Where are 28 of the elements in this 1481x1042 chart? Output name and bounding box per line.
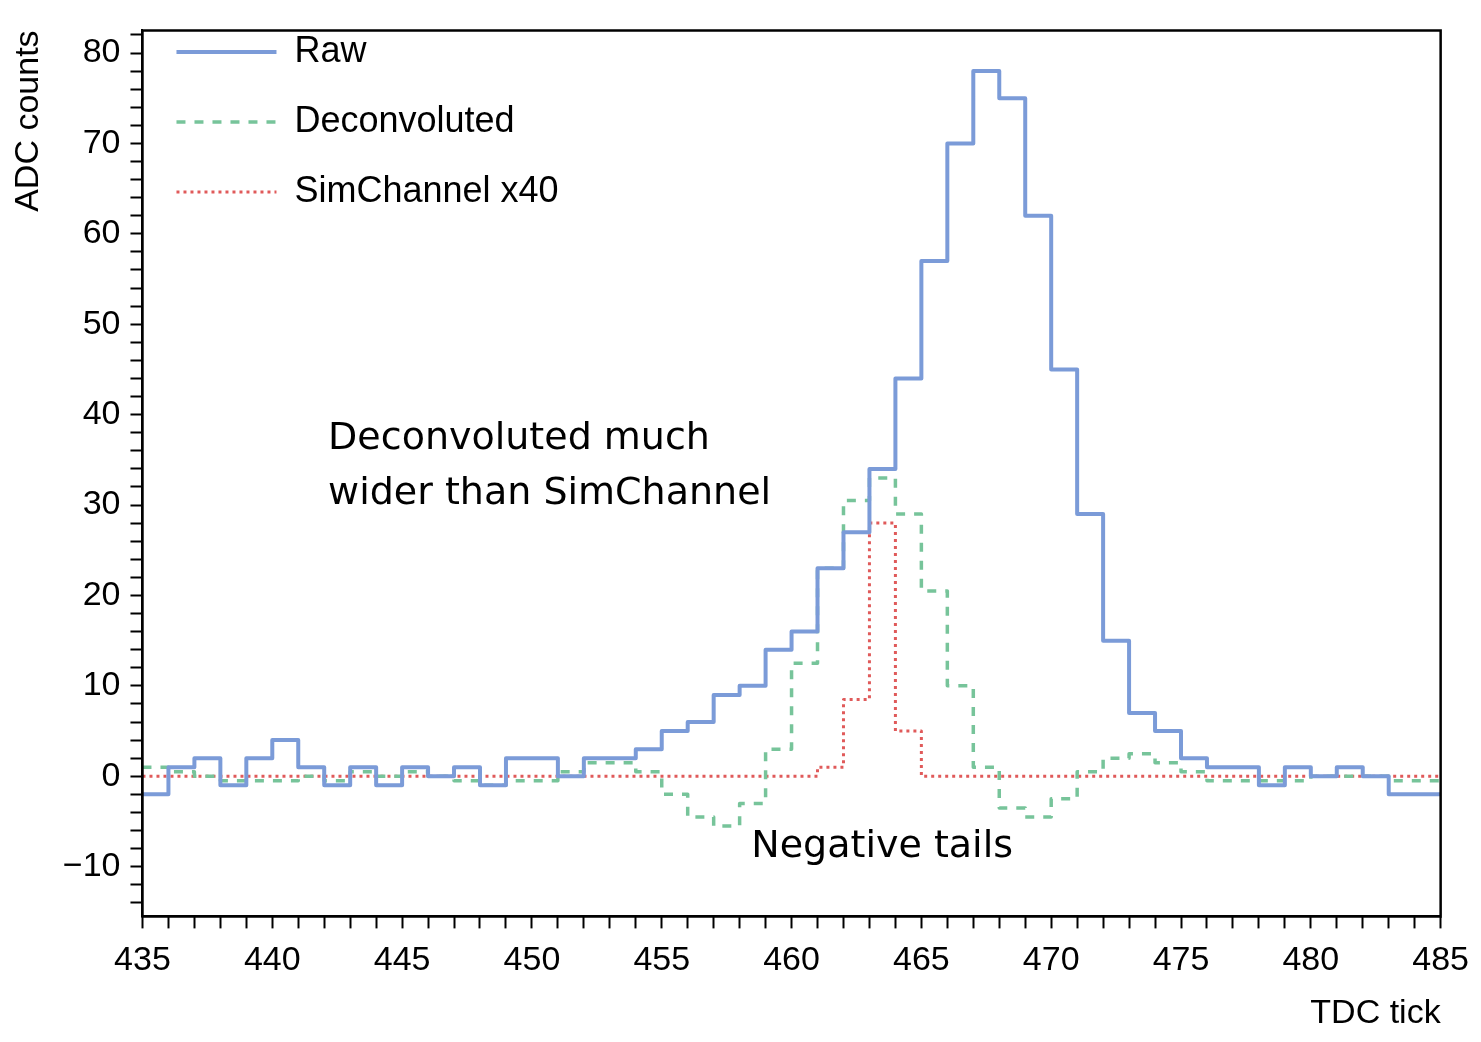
x-tick-label: 440	[243, 939, 301, 978]
x-tick-label: 450	[503, 939, 561, 978]
x-tick-label: 460	[763, 939, 820, 978]
x-tick-label: 435	[114, 939, 171, 978]
y-tick-label: 60	[82, 212, 121, 251]
annotation: Negative tails	[751, 821, 1014, 866]
x-axis-title: TDC tick	[1310, 991, 1442, 1030]
x-tick-label: 455	[633, 939, 691, 978]
y-tick-label: −10	[62, 845, 121, 884]
y-tick-label: 20	[82, 573, 121, 612]
x-tick-label: 475	[1152, 939, 1210, 978]
y-axis-title: ADC counts	[6, 30, 45, 212]
x-tick-label: 485	[1412, 939, 1469, 978]
y-tick-label: 10	[82, 664, 121, 703]
x-tick-label: 445	[373, 939, 431, 978]
annotation: Deconvoluted much wider than SimChannel	[328, 414, 772, 514]
legend-label: Raw	[294, 28, 368, 70]
legend-label: SimChannel x40	[294, 168, 559, 210]
x-tick-label: 470	[1022, 939, 1080, 978]
legend-label: Deconvoluted	[294, 98, 515, 140]
y-tick-label: 80	[82, 31, 121, 70]
x-tick-label: 480	[1282, 939, 1340, 978]
y-tick-label: 0	[101, 754, 121, 793]
y-tick-label: 30	[82, 483, 121, 522]
y-tick-label: 40	[82, 393, 121, 432]
y-tick-label: 70	[82, 121, 121, 160]
y-tick-label: 50	[82, 302, 121, 341]
x-tick-label: 465	[893, 939, 950, 978]
